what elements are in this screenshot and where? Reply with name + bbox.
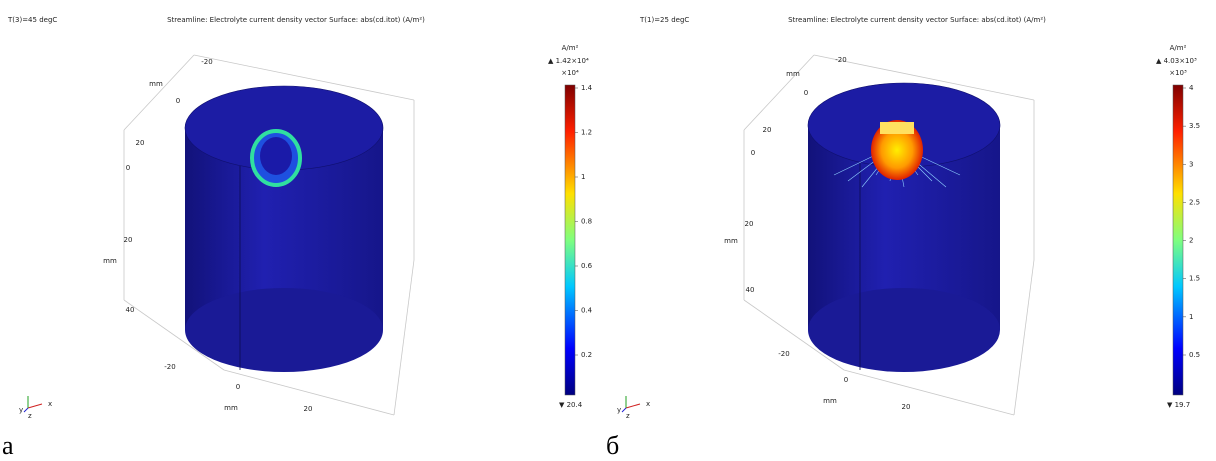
axis-label: mm — [224, 404, 238, 412]
colorbar-min: ▼ 20.4 — [559, 401, 583, 409]
colorbar — [1173, 85, 1183, 395]
colorbar-tick-label: 1.2 — [581, 129, 592, 137]
triad-label: x — [48, 400, 52, 408]
axis-label: mm — [823, 397, 837, 405]
axis-label: 40 — [126, 306, 135, 314]
colorbar-scale: ×10³ — [1169, 69, 1187, 77]
axis-label: mm — [103, 257, 117, 265]
colorbar-tick-label: 0.2 — [581, 351, 592, 359]
triad-label: z — [626, 412, 630, 420]
bounding-box — [844, 370, 1014, 415]
colorbar-tick-label: 1 — [581, 173, 585, 181]
panels: T(3)=45 degC Streamline: Electrolyte curr… — [2, 16, 1200, 460]
colorbar-unit: A/m² — [562, 44, 579, 52]
colorbar-tick-label: 3.5 — [1189, 122, 1200, 130]
time-label: T(3)=45 degC — [7, 16, 57, 24]
axis-label: 20 — [304, 405, 313, 413]
axis-label: 0 — [126, 164, 130, 172]
electrode-core — [260, 137, 292, 175]
caption: а — [2, 431, 14, 460]
electrode-face — [880, 122, 914, 134]
colorbar-tick-label: 2.5 — [1189, 198, 1200, 206]
colorbar-scale: ×10⁴ — [561, 69, 579, 77]
plot-title: Streamline: Electrolyte current density … — [788, 16, 1046, 24]
colorbar-tick-label: 2 — [1189, 237, 1193, 245]
triad-label: y — [617, 406, 621, 414]
cylinder-bottom — [808, 288, 1000, 372]
axis-label: -20 — [201, 58, 212, 66]
axis-label: -20 — [835, 56, 846, 64]
colorbar-tick-label: 1.4 — [581, 84, 593, 92]
triad-label: z — [28, 412, 32, 420]
colorbar-tick-label: 0.8 — [581, 218, 592, 226]
axis-label: mm — [724, 237, 738, 245]
triad-label: y — [19, 406, 23, 414]
axis-label: 40 — [746, 286, 755, 294]
panel: T(1)=25 degC Streamline: Electrolyte curr… — [606, 16, 1200, 460]
axis-label: 20 — [124, 236, 133, 244]
bounding-box — [1014, 260, 1034, 415]
plot-title: Streamline: Electrolyte current density … — [167, 16, 425, 24]
colorbar-tick-label: 1.5 — [1189, 275, 1200, 283]
axis-label: mm — [786, 70, 800, 78]
colorbar — [565, 85, 575, 395]
axis-label: -20 — [778, 350, 789, 358]
bounding-box — [124, 55, 194, 130]
caption: б — [606, 431, 619, 460]
colorbar-tick-label: 3 — [1189, 160, 1193, 168]
panel: T(3)=45 degC Streamline: Electrolyte curr… — [2, 16, 593, 460]
colorbar-unit: A/m² — [1170, 44, 1187, 52]
axis-label: 20 — [745, 220, 754, 228]
axis-label: 20 — [136, 139, 145, 147]
colorbar-tick-label: 4 — [1189, 84, 1194, 92]
colorbar-max: ▲ 1.42×10⁴ — [548, 57, 589, 65]
axis-label: 0 — [844, 376, 848, 384]
triad-axis — [28, 404, 42, 408]
triad-label: x — [646, 400, 650, 408]
triad-axis — [626, 404, 640, 408]
axis-label: 20 — [763, 126, 772, 134]
time-label: T(1)=25 degC — [639, 16, 689, 24]
colorbar-tick-label: 1 — [1189, 313, 1193, 321]
axis-label: -20 — [164, 363, 175, 371]
axis-label: 0 — [751, 149, 755, 157]
axis-label: 20 — [902, 403, 911, 411]
colorbar-tick-label: 0.5 — [1189, 351, 1200, 359]
colorbar-min: ▼ 19.7 — [1167, 401, 1190, 409]
figure: T(3)=45 degC Streamline: Electrolyte curr… — [0, 0, 1216, 461]
axis-label: 0 — [804, 89, 808, 97]
bounding-box — [394, 260, 414, 415]
axis-label: mm — [149, 80, 163, 88]
axis-label: 0 — [176, 97, 180, 105]
cylinder-bottom — [185, 288, 383, 372]
colorbar-tick-label: 0.6 — [581, 262, 593, 270]
axis-label: 0 — [236, 383, 240, 391]
colorbar-tick-label: 0.4 — [581, 307, 593, 315]
colorbar-max: ▲ 4.03×10³ — [1156, 57, 1197, 65]
